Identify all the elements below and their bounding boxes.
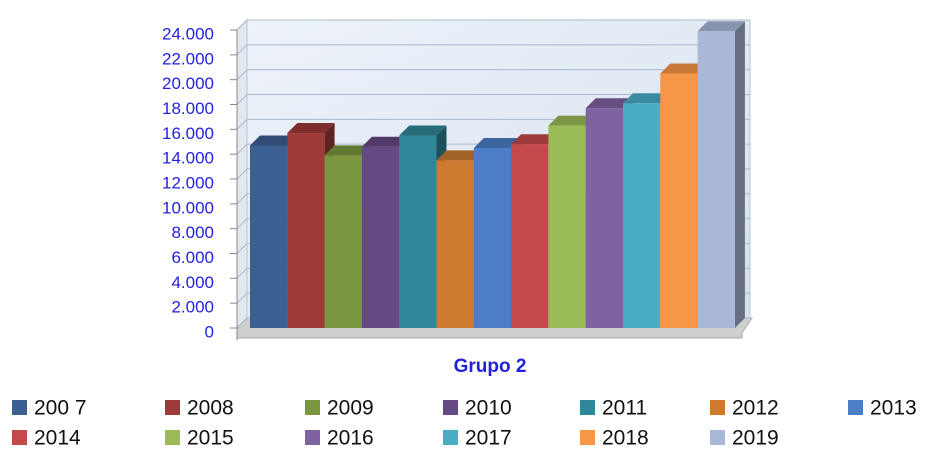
legend-swatch <box>165 430 180 445</box>
legend-swatch <box>305 400 320 415</box>
legend-label: 2018 <box>602 427 649 450</box>
grid-line <box>236 243 248 254</box>
bar <box>548 125 586 328</box>
legend-label: 2017 <box>465 427 512 450</box>
bar <box>697 31 735 328</box>
x-tick-label: Grupo 2 <box>454 356 527 377</box>
bar-top <box>399 125 447 136</box>
y-tick-label: 8.000 <box>171 223 214 242</box>
legend-swatch <box>443 400 458 415</box>
grid-line <box>236 292 248 304</box>
bar <box>324 155 362 328</box>
grid-line <box>236 118 248 130</box>
legend-label: 2008 <box>187 397 234 420</box>
bar <box>250 145 288 328</box>
y-tick-label: 16.000 <box>162 124 214 143</box>
legend-label: 2015 <box>187 427 234 450</box>
grid-line <box>236 168 248 180</box>
bar-top <box>623 93 671 104</box>
grid-line <box>236 44 248 56</box>
bar-top <box>436 150 484 161</box>
bar <box>585 108 623 328</box>
bar-top <box>361 136 410 147</box>
y-tick-label: 14.000 <box>162 149 214 168</box>
y-tick-label: 2.000 <box>171 298 214 317</box>
bar <box>287 133 325 328</box>
bar-side <box>734 21 745 328</box>
bar-top <box>473 137 522 148</box>
bar <box>473 147 512 328</box>
bar-top <box>697 21 745 32</box>
y-tick-label: 6.000 <box>171 248 214 267</box>
bar-top <box>511 134 559 145</box>
bar-top <box>548 115 596 126</box>
legend-label: 2013 <box>870 397 917 420</box>
y-tick-label: 12.000 <box>162 173 214 192</box>
bar <box>436 160 474 328</box>
bar-top <box>660 63 708 74</box>
legend-label: 2012 <box>732 397 779 420</box>
bar <box>511 144 549 328</box>
legend-label: 2016 <box>327 427 374 450</box>
grid-line <box>236 317 248 329</box>
y-tick-label: 10.000 <box>162 198 214 217</box>
legend-label: 2010 <box>465 397 512 420</box>
grid-line <box>236 193 248 205</box>
bar <box>623 103 661 328</box>
grid-line <box>236 267 248 279</box>
bar <box>660 73 698 328</box>
bar <box>361 146 400 328</box>
legend-swatch <box>305 430 320 445</box>
legend-swatch <box>165 400 180 415</box>
y-tick-label: 22.000 <box>162 49 214 68</box>
y-tick-label: 24.000 <box>162 24 214 43</box>
grid-line <box>236 218 248 230</box>
legend-label: 2014 <box>34 427 81 450</box>
legend-label: 2019 <box>732 427 779 450</box>
legend-swatch <box>12 400 27 415</box>
grid-line <box>236 143 248 155</box>
bar <box>399 135 437 328</box>
legend-label: 2011 <box>602 397 647 420</box>
grid-line <box>236 69 248 81</box>
grid-line <box>236 19 248 31</box>
bar-top <box>287 123 335 134</box>
bar-top <box>324 145 372 156</box>
bar-top <box>250 135 298 146</box>
grid-line <box>236 94 248 105</box>
legend-label: 200 7 <box>34 397 87 420</box>
y-tick-label: 18.000 <box>162 99 214 118</box>
legend-swatch <box>710 430 725 445</box>
legend-swatch <box>443 430 458 445</box>
legend-swatch <box>710 400 725 415</box>
y-tick-label: 20.000 <box>162 74 214 93</box>
legend-swatch <box>580 400 595 415</box>
legend-swatch <box>848 400 863 415</box>
bar-top <box>585 98 633 109</box>
legend-swatch <box>580 430 595 445</box>
legend-swatch <box>12 430 27 445</box>
y-tick-label: 0 <box>205 322 214 341</box>
legend-label: 2009 <box>327 397 374 420</box>
y-tick-label: 4.000 <box>171 273 214 292</box>
